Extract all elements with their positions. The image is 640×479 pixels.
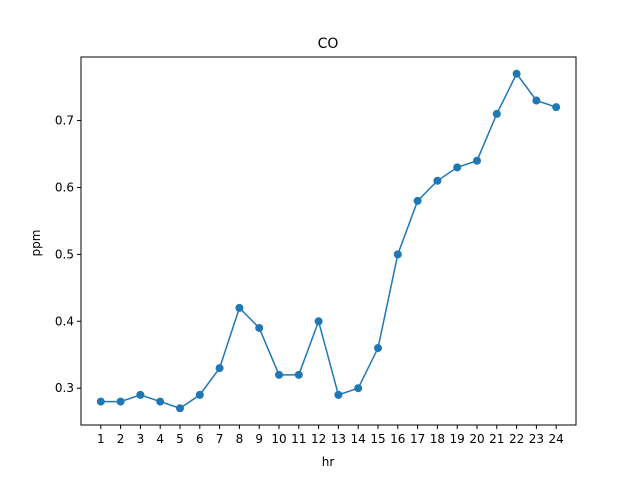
data-point	[136, 390, 145, 399]
x-tick-label: 14	[351, 432, 366, 446]
data-point	[532, 96, 541, 105]
x-tick-label: 7	[216, 432, 224, 446]
chart-title: CO	[318, 36, 339, 52]
x-tick-label: 4	[156, 432, 164, 446]
x-tick-label: 9	[255, 432, 263, 446]
data-point	[512, 69, 521, 78]
data-point	[96, 397, 105, 406]
x-tick-label: 1	[97, 432, 105, 446]
x-tick-label: 6	[196, 432, 204, 446]
y-tick-label: 0.7	[55, 114, 74, 128]
data-point	[176, 404, 184, 413]
axes-frame	[80, 56, 577, 426]
data-point	[156, 397, 165, 406]
x-tick-label: 12	[311, 432, 326, 446]
data-point	[215, 364, 224, 373]
x-tick-label: 24	[549, 432, 564, 446]
x-tick-label: 20	[469, 432, 484, 446]
x-tick-label: 19	[450, 432, 465, 446]
y-axis: 0.3 0.4 0.5 0.6 0.7	[55, 114, 81, 395]
x-tick-label: 22	[509, 432, 524, 446]
data-point	[354, 384, 363, 393]
data-point	[294, 370, 303, 379]
data-point	[453, 163, 462, 172]
data-point	[255, 323, 264, 332]
x-tick-label: 8	[236, 432, 244, 446]
y-tick-label: 0.4	[55, 314, 74, 328]
x-tick-label: 13	[331, 432, 346, 446]
y-tick-label: 0.5	[55, 247, 74, 261]
data-point	[116, 397, 125, 406]
plot-area	[96, 69, 561, 413]
data-point	[275, 370, 283, 379]
x-tick-label: 3	[137, 432, 145, 446]
x-tick-label: 16	[390, 432, 405, 446]
x-tick-label: 10	[271, 432, 286, 446]
x-axis: 1 2 3 4 5 6 7 8 9 10 11 12 13 14 15 16 17 18 19 20 21 22 23 24	[97, 425, 564, 446]
data-point	[473, 156, 481, 165]
y-tick-label: 0.3	[55, 381, 74, 395]
y-axis-label: ppm	[29, 230, 43, 257]
x-tick-label: 17	[410, 432, 425, 446]
x-axis-label: hr	[322, 455, 335, 469]
data-point	[374, 344, 382, 353]
y-tick-label: 0.6	[55, 180, 74, 194]
data-point	[492, 109, 501, 118]
x-tick-label: 21	[489, 432, 504, 446]
x-tick-label: 5	[176, 432, 184, 446]
data-point	[552, 103, 561, 112]
data-point	[334, 390, 343, 399]
data-point	[393, 250, 402, 259]
data-point	[413, 196, 422, 205]
data-point	[195, 390, 204, 399]
x-tick-label: 2	[117, 432, 125, 446]
x-tick-label: 15	[370, 432, 385, 446]
x-tick-label: 23	[529, 432, 544, 446]
data-point	[314, 317, 323, 326]
data-point	[235, 303, 244, 312]
data-point	[433, 176, 442, 185]
x-tick-label: 11	[291, 432, 306, 446]
x-tick-label: 18	[430, 432, 445, 446]
